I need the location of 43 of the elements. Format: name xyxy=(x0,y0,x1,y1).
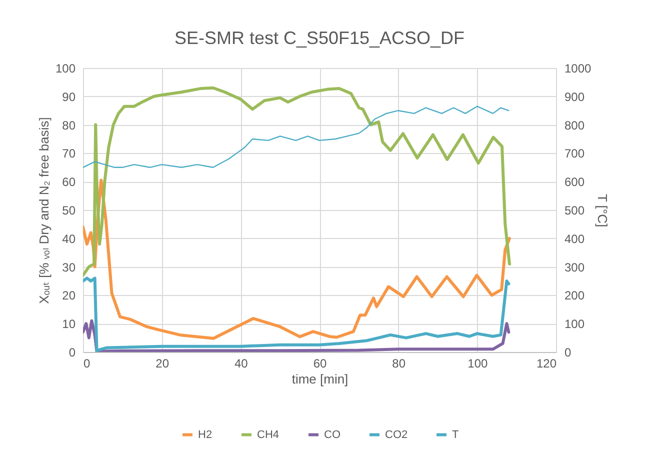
y-tick-label: 60 xyxy=(62,175,76,190)
y-tick-label: 90 xyxy=(62,90,76,104)
y2-tick-label: 700 xyxy=(564,146,585,161)
line-series xyxy=(83,106,510,168)
y2-tick-label: 200 xyxy=(564,288,585,303)
x-tick-label: 60 xyxy=(313,356,327,370)
x-tick-label: 80 xyxy=(392,356,406,370)
line-series xyxy=(83,319,510,352)
x-tick-label: 40 xyxy=(234,356,248,370)
y-tick-label: 50 xyxy=(62,204,76,218)
y-tick-label: 40 xyxy=(62,232,76,246)
y2-axis-title: T [°C] xyxy=(595,194,610,228)
x-tick-label: 20 xyxy=(156,356,170,370)
y-tick-label: 20 xyxy=(62,288,76,303)
y2-tick-label: 800 xyxy=(564,118,585,132)
x-tick-label: 100 xyxy=(468,356,488,370)
y-tick-label: 10 xyxy=(62,317,76,332)
line-series xyxy=(83,276,510,352)
y2-tick-label: 300 xyxy=(564,260,585,274)
y2-tick-label: 0 xyxy=(564,346,572,360)
legend-label: H2 xyxy=(198,428,212,441)
x-axis-title: time [min] xyxy=(292,372,348,386)
y2-tick-label: 1000 xyxy=(564,62,592,76)
legend-label: T xyxy=(452,428,459,441)
y2-tick-label: 600 xyxy=(564,175,585,190)
line-series xyxy=(83,178,511,340)
y-tick-label: 0 xyxy=(68,346,76,360)
chart-title: SE-SMR test C_S50F15_ACSO_DF xyxy=(174,28,465,48)
y-tick-label: 80 xyxy=(62,118,76,132)
y-tick-label: 100 xyxy=(55,62,76,76)
x-tick-label: 0 xyxy=(84,356,90,370)
y2-tick-label: 100 xyxy=(564,317,585,332)
legend-label: CO2 xyxy=(385,428,408,441)
y-tick-label: 70 xyxy=(62,146,76,161)
x-tick-label: 120 xyxy=(536,356,557,370)
line-series xyxy=(83,86,511,277)
legend-label: CH4 xyxy=(257,428,280,441)
y-tick-label: 30 xyxy=(62,260,76,274)
y-axis-title: Xₒᵤₜ [% ᵥₒₗ Dry and N₂ free basis] xyxy=(36,117,52,304)
y2-tick-label: 400 xyxy=(564,232,585,246)
y2-tick-label: 900 xyxy=(564,90,585,104)
legend-label: CO xyxy=(324,428,341,441)
y2-tick-label: 500 xyxy=(564,204,585,218)
